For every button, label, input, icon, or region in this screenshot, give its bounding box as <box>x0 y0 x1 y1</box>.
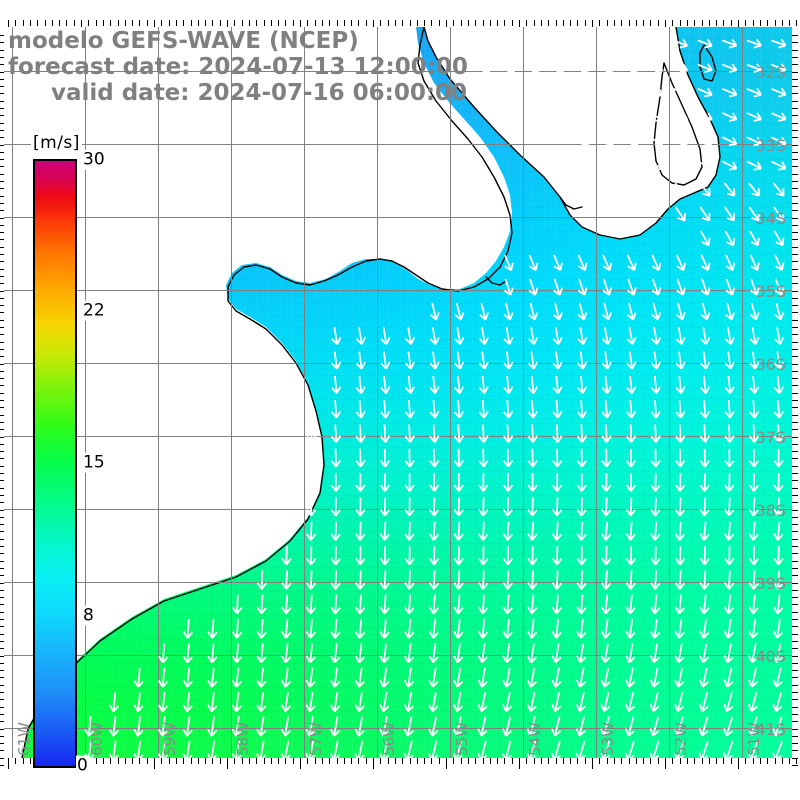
colorbar-tick-15: 15 <box>82 452 106 473</box>
colorbar-unit-label: [m/s] <box>31 133 82 153</box>
lat-label-40S: 40S <box>755 647 786 666</box>
lat-label-35S: 35S <box>755 282 786 301</box>
land-mask-and-coastline <box>4 27 792 758</box>
top-axis-ruler <box>4 20 798 31</box>
lon-label-54W: 54W <box>526 722 544 756</box>
colorbar-gradient <box>33 159 77 768</box>
lon-label-52W: 52W <box>672 722 690 756</box>
lat-label-39S: 39S <box>755 574 786 593</box>
lat-label-32S: 32S <box>755 63 786 82</box>
lat-label-41S: 41S <box>755 720 786 739</box>
lat-label-37S: 37S <box>755 428 786 447</box>
lon-label-53W: 53W <box>599 722 617 756</box>
colorbar-tick-30: 30 <box>82 149 106 170</box>
lon-label-57W: 57W <box>307 722 325 756</box>
lon-label-51W: 51W <box>745 722 763 756</box>
lat-label-34S: 34S <box>755 209 786 228</box>
lon-label-58W: 58W <box>234 722 252 756</box>
lon-label-59W: 59W <box>161 722 179 756</box>
colorbar-tick-22: 22 <box>82 300 106 321</box>
lat-label-38S: 38S <box>755 501 786 520</box>
lat-label-36S: 36S <box>755 355 786 374</box>
colorbar-tick-8: 8 <box>82 605 95 626</box>
colorbar[interactable] <box>33 159 77 768</box>
lon-label-60W: 60W <box>88 722 106 756</box>
map-plot-area[interactable]: 32S 33S 34S 35S 36S 37S 38S 39S 40S 41S … <box>4 27 792 758</box>
lon-label-61W: 61W <box>15 722 33 756</box>
lon-label-56W: 56W <box>380 722 398 756</box>
bottom-axis-ruler <box>4 758 798 770</box>
colorbar-tick-0: 0 <box>76 755 89 776</box>
lon-label-55W: 55W <box>453 722 471 756</box>
lat-label-33S: 33S <box>755 136 786 155</box>
